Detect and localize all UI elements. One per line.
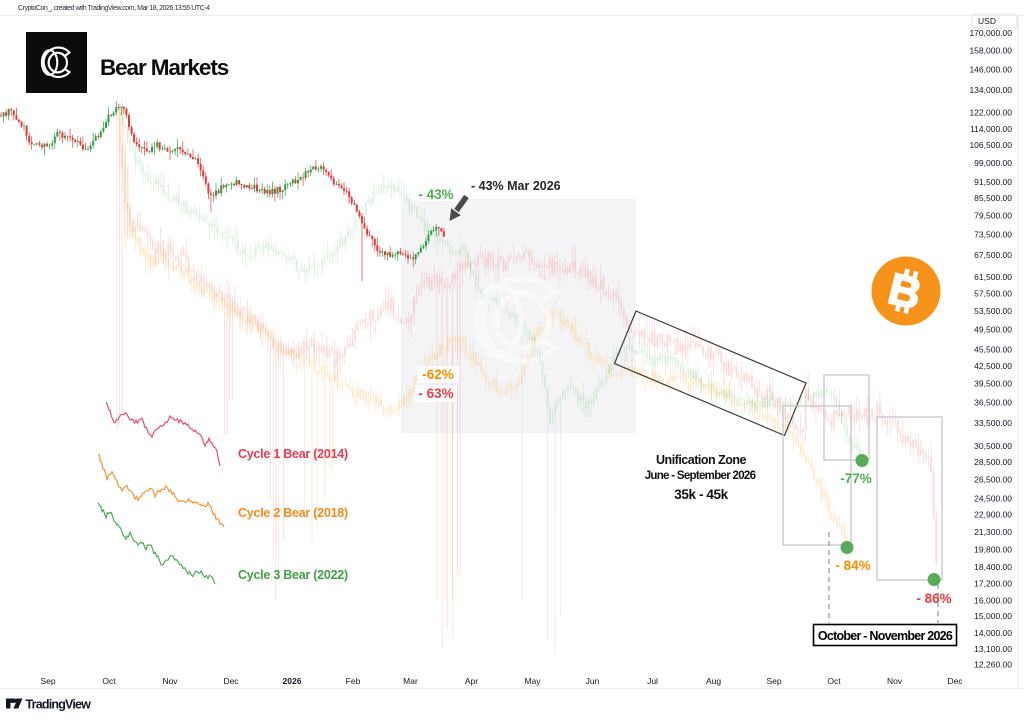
svg-text:28,500.00: 28,500.00 [974,457,1012,467]
svg-text:Cycle 2 Bear (2018): Cycle 2 Bear (2018) [238,506,348,520]
svg-text:36,500.00: 36,500.00 [974,398,1012,408]
svg-text:Oct: Oct [827,676,841,686]
svg-text:158,000.00: 158,000.00 [969,46,1012,56]
svg-text:53,500.00: 53,500.00 [974,306,1012,316]
svg-text:170,000.00: 170,000.00 [969,28,1012,38]
svg-text:91,500.00: 91,500.00 [974,177,1012,187]
svg-text:14,000.00: 14,000.00 [974,628,1012,638]
svg-text:18,400.00: 18,400.00 [974,562,1012,572]
svg-text:30,500.00: 30,500.00 [974,441,1012,451]
svg-text:17,200.00: 17,200.00 [974,578,1012,588]
svg-text:Cycle 3 Bear (2022): Cycle 3 Bear (2022) [238,568,348,582]
svg-text:12,260.00: 12,260.00 [974,660,1012,670]
svg-text:61,500.00: 61,500.00 [974,272,1012,282]
svg-text:79,500.00: 79,500.00 [974,211,1012,221]
svg-text:16,000.00: 16,000.00 [974,596,1012,606]
svg-text:- 43% Mar 2026: - 43% Mar 2026 [471,179,561,193]
svg-text:67,500.00: 67,500.00 [974,250,1012,260]
svg-text:TradingView: TradingView [26,698,92,712]
svg-text:Feb: Feb [346,676,361,686]
svg-text:2026: 2026 [283,676,302,686]
svg-text:May: May [524,676,541,686]
svg-text:Unification Zone: Unification Zone [656,453,746,467]
svg-text:USD: USD [978,16,996,26]
svg-text:CryptoCon_, created with Tradi: CryptoCon_, created with TradingView.com… [18,5,210,12]
svg-text:Jun: Jun [586,676,600,686]
svg-text:26,500.00: 26,500.00 [974,475,1012,485]
svg-text:73,500.00: 73,500.00 [974,229,1012,239]
svg-text:-77%: -77% [840,471,872,486]
svg-text:Mar: Mar [403,676,418,686]
svg-text:13,100.00: 13,100.00 [974,644,1012,654]
svg-text:85,500.00: 85,500.00 [974,193,1012,203]
svg-text:33,500.00: 33,500.00 [974,418,1012,428]
svg-text:45,500.00: 45,500.00 [974,345,1012,355]
svg-text:146,000.00: 146,000.00 [969,65,1012,75]
svg-text:24,500.00: 24,500.00 [974,493,1012,503]
svg-text:Sep: Sep [40,676,55,686]
svg-text:October - November 2026: October - November 2026 [818,629,953,643]
svg-text:22,900.00: 22,900.00 [974,510,1012,520]
svg-text:122,000.00: 122,000.00 [969,108,1012,118]
svg-text:114,000.00: 114,000.00 [970,124,1012,134]
svg-text:Sep: Sep [766,676,781,686]
svg-text:35k - 45k: 35k - 45k [674,487,728,502]
svg-text:42,500.00: 42,500.00 [974,361,1012,371]
svg-text:15,000.00: 15,000.00 [974,611,1012,621]
svg-text:- 63%: - 63% [418,386,453,401]
svg-text:106,500.00: 106,500.00 [969,140,1012,150]
svg-text:Jul: Jul [647,676,658,686]
svg-text:21,300.00: 21,300.00 [974,527,1012,537]
svg-text:Apr: Apr [465,676,478,686]
svg-text:Aug: Aug [706,676,721,686]
svg-text:Bear Markets: Bear Markets [100,55,229,80]
svg-text:19,800.00: 19,800.00 [974,545,1012,555]
svg-text:Nov: Nov [162,676,178,686]
svg-text:Dec: Dec [223,676,239,686]
svg-text:June - September 2026: June - September 2026 [645,470,756,482]
svg-text:Cycle 1 Bear (2014): Cycle 1 Bear (2014) [238,447,348,461]
svg-text:Nov: Nov [887,676,903,686]
svg-text:57,500.00: 57,500.00 [974,288,1012,298]
svg-text:134,000.00: 134,000.00 [969,85,1012,95]
svg-text:Dec: Dec [947,676,963,686]
svg-text:39,500.00: 39,500.00 [974,379,1012,389]
svg-text:- 86%: - 86% [916,591,951,606]
svg-text:- 43%: - 43% [418,187,453,202]
svg-text:49,500.00: 49,500.00 [974,325,1012,335]
svg-text:Oct: Oct [102,676,116,686]
svg-text:-62%: -62% [422,367,454,382]
svg-text:99,000.00: 99,000.00 [974,158,1012,168]
svg-text:- 84%: - 84% [835,558,870,573]
